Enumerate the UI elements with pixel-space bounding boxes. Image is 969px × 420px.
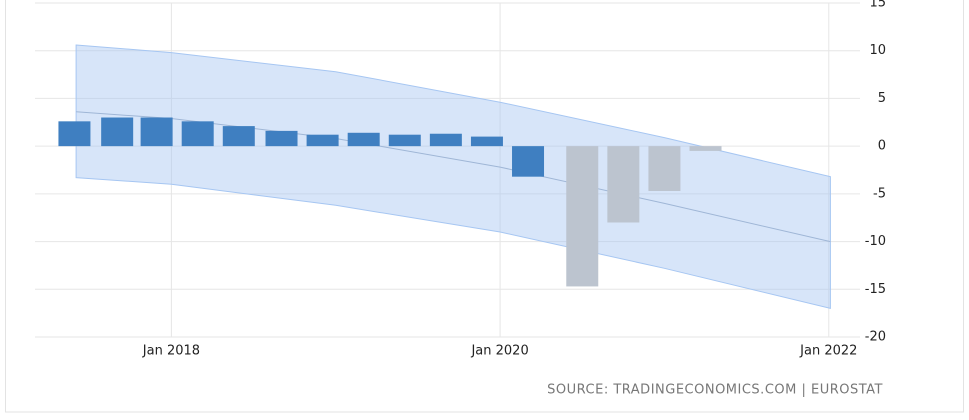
x-tick-label: Jan 2018 xyxy=(142,344,200,359)
bar xyxy=(388,134,421,147)
y-tick-label: 15 xyxy=(869,0,886,11)
bar xyxy=(181,121,214,147)
y-tick-label: -10 xyxy=(865,234,886,249)
bar xyxy=(140,117,173,147)
y-tick-label: 0 xyxy=(878,139,886,154)
forecast-band xyxy=(75,44,831,310)
bar xyxy=(58,121,91,147)
bar xyxy=(101,117,134,147)
bar xyxy=(689,146,722,151)
bar xyxy=(607,146,640,223)
x-tick-label: Jan 2022 xyxy=(799,344,857,359)
y-tick-label: 10 xyxy=(869,43,886,58)
bar xyxy=(265,130,298,147)
bar xyxy=(222,126,255,147)
bar xyxy=(347,132,380,147)
bar xyxy=(648,146,681,191)
bar xyxy=(512,146,545,177)
y-tick-label: -20 xyxy=(865,330,886,345)
bar xyxy=(566,146,599,287)
y-tick-label: -15 xyxy=(865,282,886,297)
y-tick-label: -5 xyxy=(873,186,886,201)
bar xyxy=(429,133,462,147)
frame xyxy=(5,0,964,413)
source: SOURCE: TRADINGECONOMICS.COM | EUROSTAT xyxy=(547,383,883,398)
y-tick-label: 5 xyxy=(878,91,886,106)
trend-line xyxy=(76,111,831,243)
bar xyxy=(306,134,339,147)
bar xyxy=(470,136,503,147)
x-tick-label: Jan 2020 xyxy=(470,344,528,359)
